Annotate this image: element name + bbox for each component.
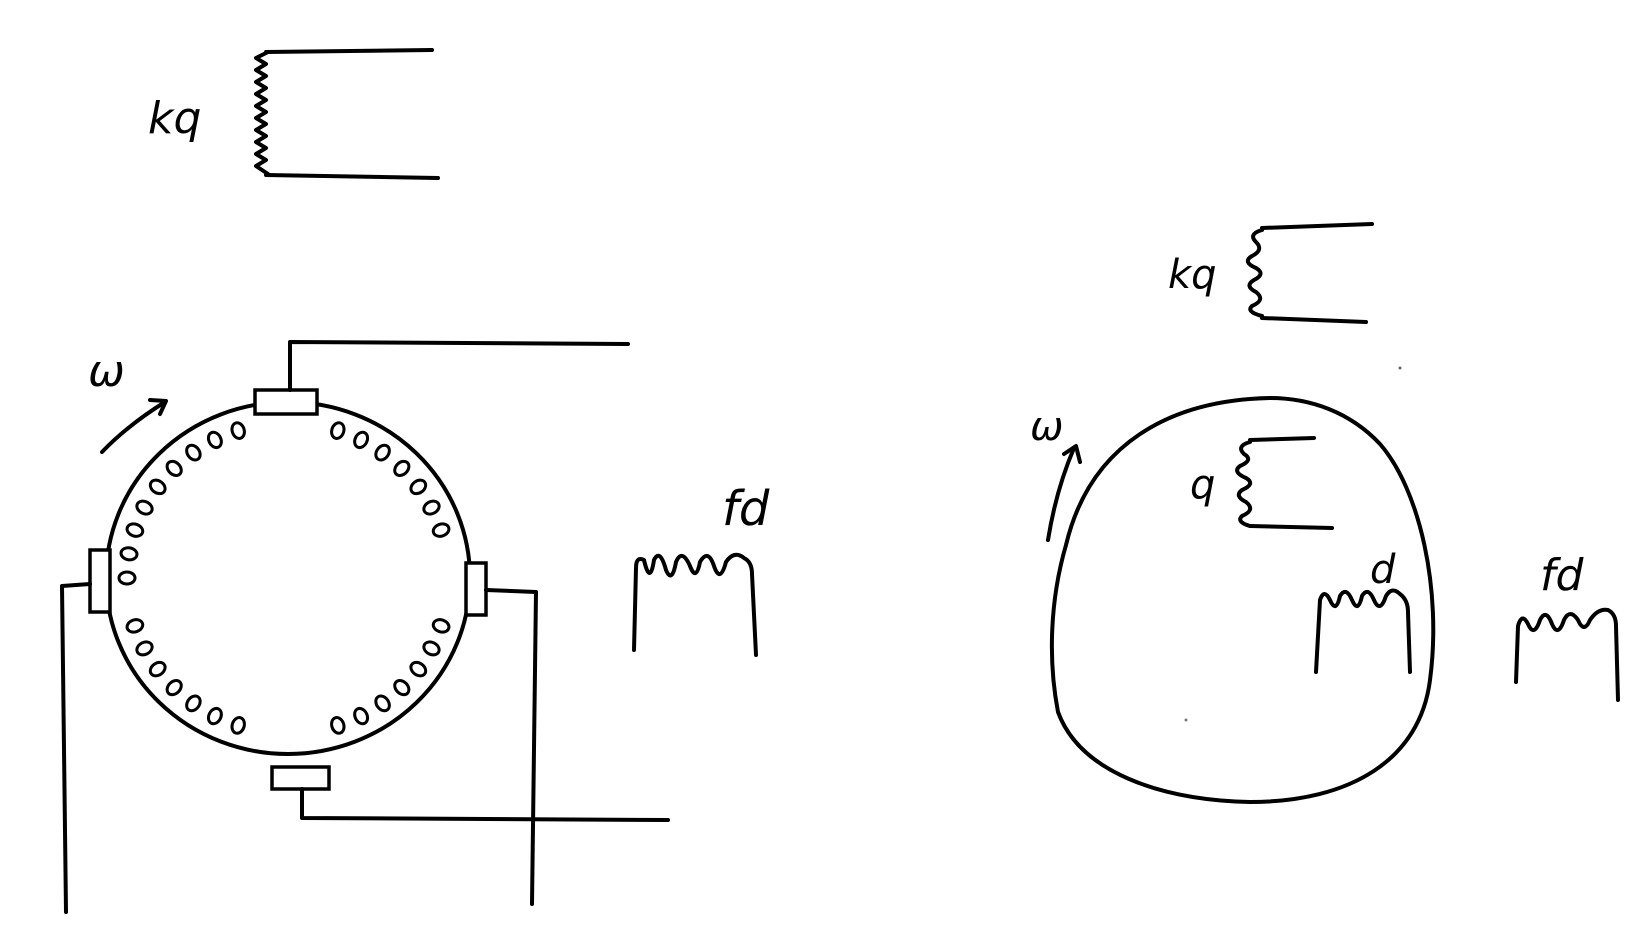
d-winding: [1314, 588, 1412, 674]
left-fd-winding: [632, 552, 758, 657]
brush-right: [464, 561, 488, 617]
armature-loop: [431, 522, 451, 538]
armature-loop: [409, 660, 428, 678]
armature-loop: [374, 443, 391, 462]
left-rotation-arrowhead: [148, 398, 168, 416]
bottom-brush-lead: [300, 787, 670, 822]
armature-loop: [135, 640, 154, 657]
q-winding: [1235, 440, 1253, 528]
left-fd-coil: fd: [632, 481, 770, 657]
right-fd-coil: fd: [1514, 550, 1620, 702]
left-kq-winding: [254, 50, 270, 176]
right-rotation-arrow: [1046, 446, 1076, 542]
right-kq-top-lead: [1260, 222, 1374, 230]
right-kq-winding: [1245, 228, 1264, 318]
d-label: d: [1370, 547, 1396, 593]
armature-winding-loops: [117, 421, 451, 735]
q-label: q: [1190, 462, 1215, 508]
right-omega-label: ω: [1030, 404, 1064, 450]
armature-loop: [230, 421, 246, 440]
left-fd-label: fd: [722, 481, 770, 537]
armature-loop: [206, 430, 223, 450]
armature-loop: [125, 522, 145, 538]
armature-loop: [353, 706, 370, 726]
left-kq-top-lead: [264, 48, 434, 54]
left-kq-bottom-lead: [264, 173, 440, 180]
left-kq-coil: kq: [148, 48, 440, 180]
armature-loop: [148, 660, 167, 678]
right-kq-coil: kq: [1168, 222, 1374, 324]
d-coil: d: [1314, 547, 1412, 674]
armature-loop: [206, 706, 223, 726]
armature-loop: [135, 499, 154, 516]
rotor-outline: [1049, 396, 1436, 804]
armature-loop: [119, 546, 139, 562]
armature-loop: [330, 421, 346, 440]
armature-loop: [125, 618, 145, 634]
armature-loop: [422, 499, 441, 516]
right-kq-label: kq: [1168, 252, 1217, 298]
armature-loop: [393, 459, 411, 477]
armature-loop: [409, 478, 428, 496]
right-rotation-arrowhead: [1062, 444, 1082, 464]
armature-loop: [330, 716, 346, 735]
armature-loop: [165, 459, 183, 477]
left-brush-lead: [60, 582, 92, 914]
stray-dot-1: [1398, 366, 1402, 370]
brush-bottom: [270, 765, 331, 791]
armature-loop: [230, 716, 246, 735]
armature-loop: [185, 443, 202, 462]
right-fd-winding: [1514, 607, 1620, 702]
brush-left: [88, 548, 112, 614]
stray-dot-2: [1184, 718, 1188, 722]
brush-top: [253, 388, 319, 416]
q-coil: q: [1190, 436, 1334, 530]
left-rotation-arrow: [100, 400, 167, 454]
armature-circle: [104, 400, 472, 756]
left-diagram: kq ω fd: [60, 48, 770, 914]
right-diagram: kq ω q d fd: [1030, 222, 1620, 804]
armature-loop: [185, 694, 202, 713]
armature-loop: [148, 478, 167, 496]
q-top-lead: [1248, 436, 1316, 442]
armature-loop: [374, 694, 391, 713]
right-brush-lead: [484, 588, 538, 906]
armature-loop: [117, 570, 137, 586]
left-omega-label: ω: [88, 346, 125, 397]
armature-loop: [353, 430, 370, 450]
armature-loop: [422, 640, 441, 657]
right-fd-label: fd: [1540, 550, 1584, 601]
left-omega-indicator: ω: [88, 346, 168, 454]
right-kq-bottom-lead: [1260, 316, 1368, 324]
right-omega-indicator: ω: [1030, 404, 1082, 542]
top-brush-lead: [288, 340, 630, 392]
left-kq-label: kq: [148, 93, 201, 144]
armature-loop: [165, 679, 183, 697]
q-bottom-lead: [1248, 524, 1334, 530]
armature-loop: [393, 679, 411, 697]
armature-loop: [431, 618, 451, 634]
